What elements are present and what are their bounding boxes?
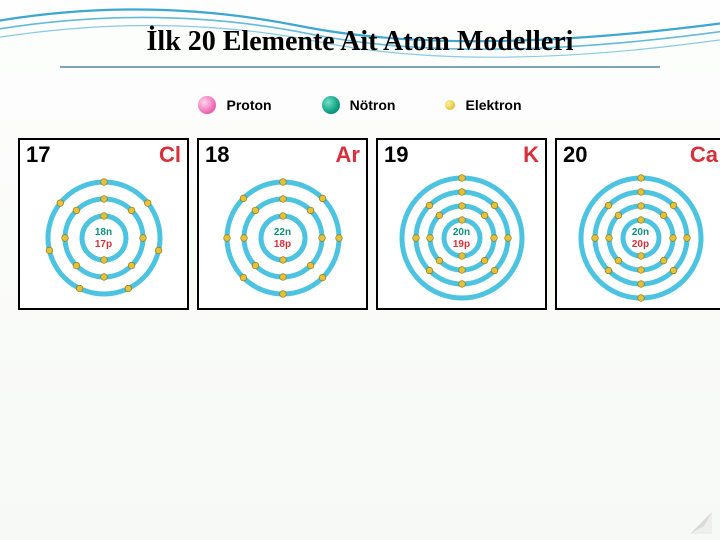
- nucleus-label: 22n18p: [199, 227, 366, 250]
- atom-cell: 18 Ar 22n18p: [197, 138, 368, 310]
- neutron-count: 20n: [453, 227, 470, 238]
- atomic-number: 20: [563, 142, 587, 168]
- legend-electron-label: Elektron: [465, 97, 521, 113]
- legend-proton: Proton: [198, 96, 271, 114]
- nucleus-label: 20n20p: [557, 227, 720, 250]
- proton-count: 17p: [95, 239, 112, 250]
- proton-count: 18p: [274, 239, 291, 250]
- atomic-number: 17: [26, 142, 50, 168]
- neutron-count: 18n: [95, 227, 112, 238]
- proton-count: 19p: [453, 239, 470, 250]
- legend-neutron: Nötron: [322, 96, 396, 114]
- element-symbol: Cl: [159, 142, 181, 168]
- element-symbol: K: [523, 142, 539, 168]
- atom-grid: 17Cl18n17p18Ar22n18p19K20n19p20Ca20n20p: [18, 138, 720, 310]
- atom-cell: 20 Ca 20n20p: [555, 138, 720, 310]
- legend: Proton Nötron Elektron: [0, 96, 720, 114]
- nucleus-label: 20n19p: [378, 227, 545, 250]
- atom-cell: 19 K 20n19p: [376, 138, 547, 310]
- page-curl-icon: [690, 512, 712, 534]
- proton-count: 20p: [632, 239, 649, 250]
- atomic-number: 19: [384, 142, 408, 168]
- legend-proton-label: Proton: [226, 97, 271, 113]
- neutron-count: 20n: [632, 227, 649, 238]
- electron-icon: [445, 100, 455, 110]
- element-symbol: Ar: [336, 142, 360, 168]
- page-title: İlk 20 Elemente Ait Atom Modelleri: [0, 26, 720, 58]
- legend-neutron-label: Nötron: [350, 97, 396, 113]
- title-underline: [60, 66, 660, 68]
- neutron-icon: [322, 96, 340, 114]
- legend-electron: Elektron: [445, 97, 521, 113]
- slide: İlk 20 Elemente Ait Atom Modelleri Proto…: [0, 0, 720, 540]
- atom-cell: 17 Cl 18n17p: [18, 138, 189, 310]
- neutron-count: 22n: [274, 227, 291, 238]
- atomic-number: 18: [205, 142, 229, 168]
- element-symbol: Ca: [690, 142, 718, 168]
- proton-icon: [198, 96, 216, 114]
- nucleus-label: 18n17p: [20, 227, 187, 250]
